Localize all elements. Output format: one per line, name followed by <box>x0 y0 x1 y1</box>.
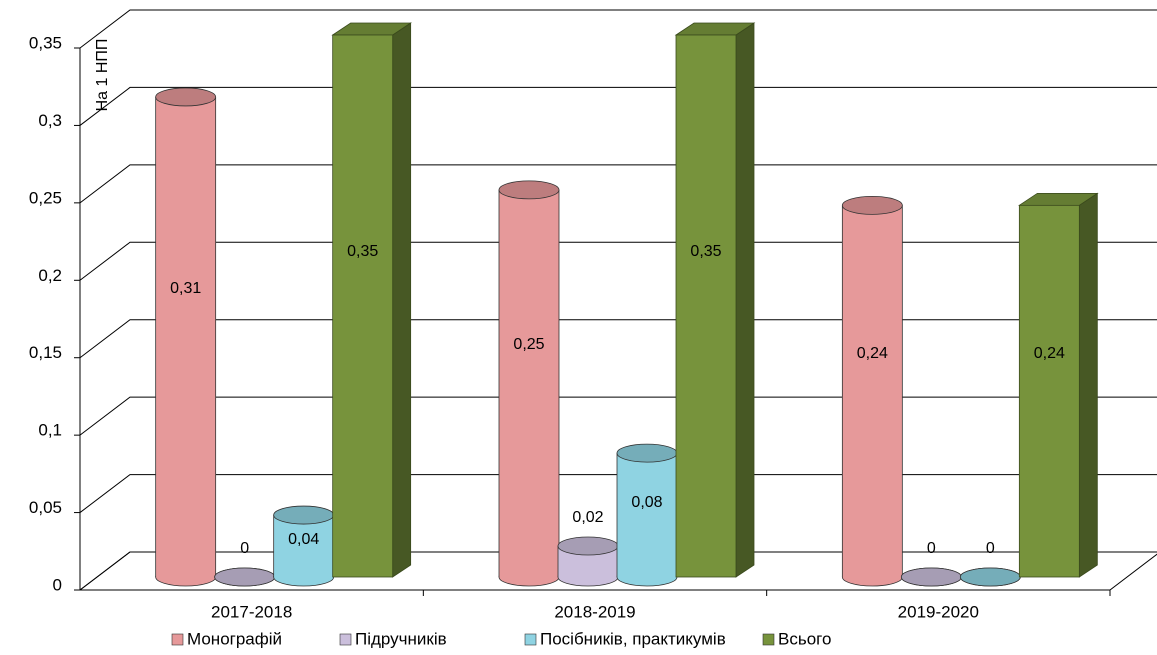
legend-label: Монографій <box>187 629 282 648</box>
grid-line <box>79 474 1157 513</box>
legend-swatch <box>524 633 537 646</box>
y-tick-label: 0,05 <box>29 498 62 517</box>
legend-swatch <box>339 633 352 646</box>
grid-line <box>79 551 1157 591</box>
x-tick-label: 2017-2018 <box>211 602 292 621</box>
bar <box>617 453 677 577</box>
y-tick-label: 0,15 <box>29 343 62 362</box>
y-tick-label: 0,1 <box>38 421 62 440</box>
grid-line <box>79 241 1157 281</box>
data-label: 0,08 <box>631 494 662 511</box>
bar <box>675 34 737 578</box>
legend-label: Всього <box>778 629 831 648</box>
data-label: 0,02 <box>572 509 603 526</box>
bar-top <box>616 443 678 463</box>
grid-line <box>79 396 1157 436</box>
grid-line <box>79 164 1157 204</box>
bar <box>332 34 394 578</box>
bar-side <box>735 22 755 578</box>
data-label: 0,25 <box>513 336 544 353</box>
bar <box>842 205 903 578</box>
bar-top <box>155 87 217 107</box>
y-tick-label: 0 <box>53 575 62 594</box>
bar <box>499 189 559 577</box>
data-label: 0,24 <box>1034 345 1065 362</box>
grid-line <box>79 319 1157 359</box>
bar-top <box>841 195 903 215</box>
y-axis-label: На 1 НПП <box>94 39 111 112</box>
y-tick-label: 0,35 <box>29 33 62 52</box>
data-label: 0,24 <box>857 345 888 362</box>
x-tick-label: 2018-2019 <box>554 602 635 621</box>
grid-line <box>79 9 1157 49</box>
data-label: 0 <box>927 540 936 557</box>
y-tick-label: 0,3 <box>38 111 62 130</box>
data-label: 0 <box>240 540 249 557</box>
y-tick-label: 0,25 <box>29 188 62 207</box>
data-label: 0,04 <box>288 531 319 548</box>
legend-label: Посібників, практикумів <box>540 629 726 648</box>
bar-top <box>557 536 619 556</box>
legend-swatch <box>762 633 775 646</box>
bar-top <box>273 505 335 525</box>
bar <box>1018 204 1080 578</box>
bar-side <box>392 22 412 578</box>
legend-swatch <box>171 633 184 646</box>
x-tick-label: 2019-2020 <box>898 602 979 621</box>
bar-top <box>214 567 276 587</box>
y-tick-label: 0,2 <box>38 266 62 285</box>
bar <box>273 515 334 577</box>
data-label: 0,35 <box>690 243 721 260</box>
bar-top <box>959 567 1021 587</box>
grid-line <box>79 86 1157 126</box>
bar-top <box>900 567 962 587</box>
data-label: 0,31 <box>170 280 201 297</box>
data-label: 0 <box>986 540 995 557</box>
legend-label: Підручників <box>355 629 447 648</box>
bar-side <box>1078 192 1098 578</box>
bar <box>155 96 216 577</box>
data-label: 0,35 <box>347 243 378 260</box>
bar-top <box>498 180 560 200</box>
